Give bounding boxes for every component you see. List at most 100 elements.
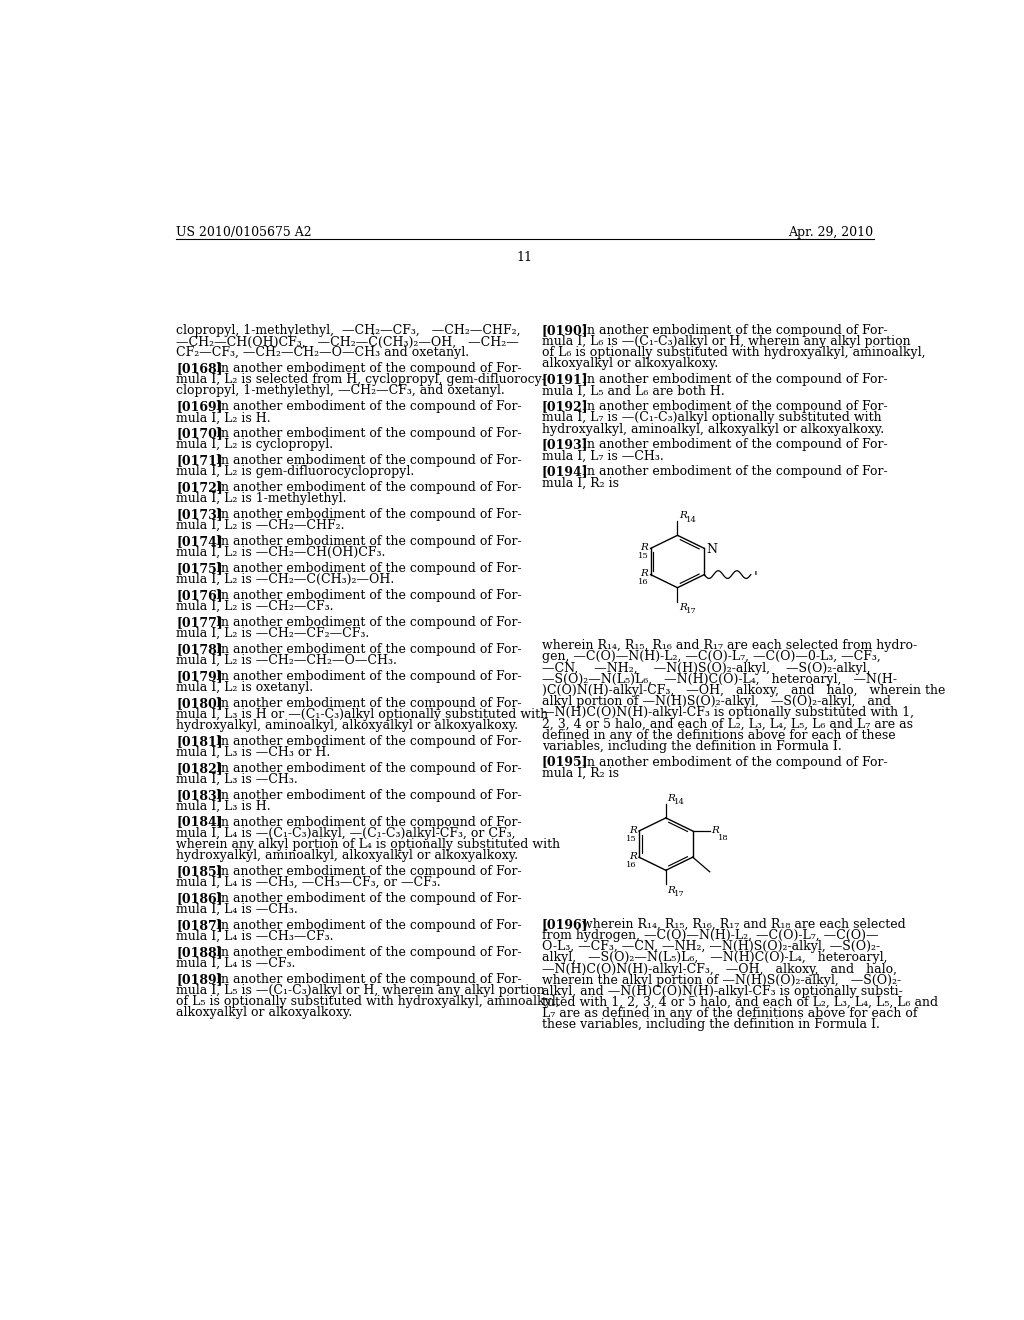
Text: In another embodiment of the compound of For-: In another embodiment of the compound of… — [583, 755, 888, 768]
Text: these variables, including the definition in Formula I.: these variables, including the definitio… — [542, 1019, 880, 1031]
Text: mula I, L₄ is —CF₃.: mula I, L₄ is —CF₃. — [176, 957, 296, 970]
Text: [0168]: [0168] — [176, 362, 222, 375]
Text: In another embodiment of the compound of For-: In another embodiment of the compound of… — [216, 643, 522, 656]
Text: mula I, L₄ is —(C₁-C₃)alkyl, —(C₁-C₃)alkyl-CF₃, or CF₃,: mula I, L₄ is —(C₁-C₃)alkyl, —(C₁-C₃)alk… — [176, 826, 515, 840]
Text: In another embodiment of the compound of For-: In another embodiment of the compound of… — [216, 362, 522, 375]
Text: wherein the alkyl portion of —N(H)S(O)₂-alkyl,   —S(O)₂-: wherein the alkyl portion of —N(H)S(O)₂-… — [542, 974, 901, 987]
Text: alkyl portion of —N(H)S(O)₂-alkyl,   —S(O)₂-alkyl,   and: alkyl portion of —N(H)S(O)₂-alkyl, —S(O)… — [542, 696, 891, 708]
Text: tuted with 1, 2, 3, 4 or 5 halo, and each of L₂, L₃, L₄, L₅, L₆ and: tuted with 1, 2, 3, 4 or 5 halo, and eac… — [542, 997, 938, 1010]
Text: ': ' — [753, 570, 757, 585]
Text: [0188]: [0188] — [176, 945, 222, 958]
Text: [0171]: [0171] — [176, 454, 223, 467]
Text: mula I, L₂ is oxetanyl.: mula I, L₂ is oxetanyl. — [176, 681, 313, 694]
Text: In another embodiment of the compound of For-: In another embodiment of the compound of… — [216, 615, 522, 628]
Text: In another embodiment of the compound of For-: In another embodiment of the compound of… — [216, 589, 522, 602]
Text: hydroxyalkyl, aminoalkyl, alkoxyalkyl or alkoxyalkoxy.: hydroxyalkyl, aminoalkyl, alkoxyalkyl or… — [176, 849, 518, 862]
Text: of L₆ is optionally substituted with hydroxyalkyl, aminoalkyl,: of L₆ is optionally substituted with hyd… — [542, 346, 926, 359]
Text: [0177]: [0177] — [176, 615, 223, 628]
Text: [0192]: [0192] — [542, 400, 589, 413]
Text: mula I, L₂ is H.: mula I, L₂ is H. — [176, 412, 270, 424]
Text: In another embodiment of the compound of For-: In another embodiment of the compound of… — [216, 454, 522, 467]
Text: In another embodiment of the compound of For-: In another embodiment of the compound of… — [216, 945, 522, 958]
Text: In another embodiment of the compound of For-: In another embodiment of the compound of… — [583, 400, 888, 413]
Text: In another embodiment of the compound of For-: In another embodiment of the compound of… — [216, 535, 522, 548]
Text: In another embodiment of the compound of For-: In another embodiment of the compound of… — [216, 816, 522, 829]
Text: In another embodiment of the compound of For-: In another embodiment of the compound of… — [583, 465, 888, 478]
Text: mula I, L₅ is —(C₁-C₃)alkyl or H, wherein any alkyl portion: mula I, L₅ is —(C₁-C₃)alkyl or H, wherei… — [176, 983, 545, 997]
Text: mula I, L₇ is —CH₃.: mula I, L₇ is —CH₃. — [542, 449, 664, 462]
Text: In another embodiment of the compound of For-: In another embodiment of the compound of… — [583, 323, 888, 337]
Text: [0179]: [0179] — [176, 669, 222, 682]
Text: In another embodiment of the compound of For-: In another embodiment of the compound of… — [583, 438, 888, 451]
Text: —S(O)₂—N(L₅)L₆,   —N(H)C(O)-L₄,   heteroaryl,   —N(H-: —S(O)₂—N(L₅)L₆, —N(H)C(O)-L₄, heteroaryl… — [542, 673, 897, 686]
Text: wherein R₁₄, R₁₅, R₁₆, R₁₇ and R₁₈ are each selected: wherein R₁₄, R₁₅, R₁₆, R₁₇ and R₁₈ are e… — [583, 917, 906, 931]
Text: In another embodiment of the compound of For-: In another embodiment of the compound of… — [216, 788, 522, 801]
Text: mula I, L₂ is —CH₂—CH₂—O—CH₃.: mula I, L₂ is —CH₂—CH₂—O—CH₃. — [176, 653, 397, 667]
Text: In another embodiment of the compound of For-: In another embodiment of the compound of… — [216, 762, 522, 775]
Text: clopropyl, 1-methylethyl,  —CH₂—CF₃,   —CH₂—CHF₂,: clopropyl, 1-methylethyl, —CH₂—CF₃, —CH₂… — [176, 323, 520, 337]
Text: [0182]: [0182] — [176, 762, 222, 775]
Text: In another embodiment of the compound of For-: In another embodiment of the compound of… — [216, 973, 522, 986]
Text: 11: 11 — [517, 251, 532, 264]
Text: wherein R₁₄, R₁₅, R₁₆ and R₁₇ are each selected from hydro-: wherein R₁₄, R₁₅, R₁₆ and R₁₇ are each s… — [542, 639, 916, 652]
Text: [0185]: [0185] — [176, 865, 222, 878]
Text: 14: 14 — [675, 799, 685, 807]
Text: mula I, R₂ is: mula I, R₂ is — [542, 767, 618, 780]
Text: of L₅ is optionally substituted with hydroxyalkyl, aminoalkyl,: of L₅ is optionally substituted with hyd… — [176, 995, 560, 1008]
Text: [0180]: [0180] — [176, 697, 222, 710]
Text: wherein any alkyl portion of L₄ is optionally substituted with: wherein any alkyl portion of L₄ is optio… — [176, 838, 560, 851]
Text: mula I, L₂ is —CH₂—CF₂—CF₃.: mula I, L₂ is —CH₂—CF₂—CF₃. — [176, 627, 370, 640]
Text: In another embodiment of the compound of For-: In another embodiment of the compound of… — [583, 374, 888, 387]
Text: In another embodiment of the compound of For-: In another embodiment of the compound of… — [216, 508, 522, 521]
Text: [0193]: [0193] — [542, 438, 589, 451]
Text: —CH₂—CH(OH)CF₃,   —CH₂—Ċ(CH₃)₂—OH,   —CH₂—: —CH₂—CH(OH)CF₃, —CH₂—Ċ(CH₃)₂—OH, —CH₂— — [176, 335, 519, 350]
Text: 15: 15 — [626, 834, 637, 843]
Text: [0181]: [0181] — [176, 735, 222, 747]
Text: In another embodiment of the compound of For-: In another embodiment of the compound of… — [216, 865, 522, 878]
Text: alkoxyalkyl or alkoxyalkoxy.: alkoxyalkyl or alkoxyalkoxy. — [176, 1006, 352, 1019]
Text: R: R — [640, 569, 648, 578]
Text: hydroxyalkyl, aminoalkyl, alkoxyalkyl or alkoxyalkoxy.: hydroxyalkyl, aminoalkyl, alkoxyalkyl or… — [542, 422, 884, 436]
Text: [0196]: [0196] — [542, 917, 589, 931]
Text: )C(O)N(H)-alkyl-CF₃,   —OH,   alkoxy,   and   halo,   wherein the: )C(O)N(H)-alkyl-CF₃, —OH, alkoxy, and ha… — [542, 684, 945, 697]
Text: mula I, L₂ is —CH₂—C(CH₃)₂—OH.: mula I, L₂ is —CH₂—C(CH₃)₂—OH. — [176, 573, 394, 586]
Text: R: R — [668, 793, 675, 803]
Text: clopropyl, 1-methylethyl, —CH₂—CF₃, and oxetanyl.: clopropyl, 1-methylethyl, —CH₂—CF₃, and … — [176, 384, 505, 397]
Text: 14: 14 — [686, 516, 697, 524]
Text: [0194]: [0194] — [542, 465, 589, 478]
Text: —CN,    —NH₂,    —N(H)S(O)₂-alkyl,    —S(O)₂-alkyl,: —CN, —NH₂, —N(H)S(O)₂-alkyl, —S(O)₂-alky… — [542, 661, 870, 675]
Text: R: R — [629, 851, 637, 861]
Text: In another embodiment of the compound of For-: In another embodiment of the compound of… — [216, 669, 522, 682]
Text: defined in any of the definitions above for each of these: defined in any of the definitions above … — [542, 729, 895, 742]
Text: mula I, L₄ is —CH₃.: mula I, L₄ is —CH₃. — [176, 903, 298, 916]
Text: In another embodiment of the compound of For-: In another embodiment of the compound of… — [216, 892, 522, 904]
Text: mula I, L₄ is —CH₃—CF₃.: mula I, L₄ is —CH₃—CF₃. — [176, 929, 334, 942]
Text: [0172]: [0172] — [176, 480, 223, 494]
Text: gen, —C(O)—N(H)-L₂, —C(O)-L₇, —C(O)—0-L₃, —CF₃,: gen, —C(O)—N(H)-L₂, —C(O)-L₇, —C(O)—0-L₃… — [542, 651, 881, 664]
Text: mula I, L₇ is —(C₁-C₃)alkyl optionally substituted with: mula I, L₇ is —(C₁-C₃)alkyl optionally s… — [542, 412, 882, 424]
Text: 18: 18 — [718, 834, 729, 842]
Text: [0187]: [0187] — [176, 919, 222, 932]
Text: alkyl, and —N(H)C(O)N(H)-alkyl-CF₃ is optionally substi-: alkyl, and —N(H)C(O)N(H)-alkyl-CF₃ is op… — [542, 985, 902, 998]
Text: mula I, R₂ is: mula I, R₂ is — [542, 477, 618, 490]
Text: [0170]: [0170] — [176, 428, 223, 440]
Text: —N(H)C(O)N(H)-alkyl-CF₃ is optionally substituted with 1,: —N(H)C(O)N(H)-alkyl-CF₃ is optionally su… — [542, 706, 913, 719]
Text: 17: 17 — [675, 890, 685, 898]
Text: mula I, L₂ is 1-methylethyl.: mula I, L₂ is 1-methylethyl. — [176, 492, 346, 506]
Text: mula I, L₂ is —CH₂—CF₃.: mula I, L₂ is —CH₂—CF₃. — [176, 601, 334, 612]
Text: In another embodiment of the compound of For-: In another embodiment of the compound of… — [216, 428, 522, 440]
Text: from hydrogen, —C(O)—N(H)-L₂, —C(O)-L₇, —C(O)—: from hydrogen, —C(O)—N(H)-L₂, —C(O)-L₇, … — [542, 929, 879, 942]
Text: In another embodiment of the compound of For-: In another embodiment of the compound of… — [216, 735, 522, 747]
Text: mula I, L₂ is —CH₂—CHF₂.: mula I, L₂ is —CH₂—CHF₂. — [176, 519, 344, 532]
Text: [0173]: [0173] — [176, 508, 222, 521]
Text: [0169]: [0169] — [176, 400, 222, 413]
Text: mula I, L₃ is —CH₃ or H.: mula I, L₃ is —CH₃ or H. — [176, 746, 331, 759]
Text: In another embodiment of the compound of For-: In another embodiment of the compound of… — [216, 480, 522, 494]
Text: [0174]: [0174] — [176, 535, 223, 548]
Text: mula I, L₂ is —CH₂—CH(OH)CF₃.: mula I, L₂ is —CH₂—CH(OH)CF₃. — [176, 546, 385, 560]
Text: In another embodiment of the compound of For-: In another embodiment of the compound of… — [216, 697, 522, 710]
Text: R: R — [679, 511, 687, 520]
Text: CF₂—CF₃, —CH₂—CH₂—O—CH₃ and oxetanyl.: CF₂—CF₃, —CH₂—CH₂—O—CH₃ and oxetanyl. — [176, 346, 469, 359]
Text: In another embodiment of the compound of For-: In another embodiment of the compound of… — [216, 400, 522, 413]
Text: mula I, L₄ is —CH₃, —CH₃—CF₃, or —CF₃.: mula I, L₄ is —CH₃, —CH₃—CF₃, or —CF₃. — [176, 876, 440, 890]
